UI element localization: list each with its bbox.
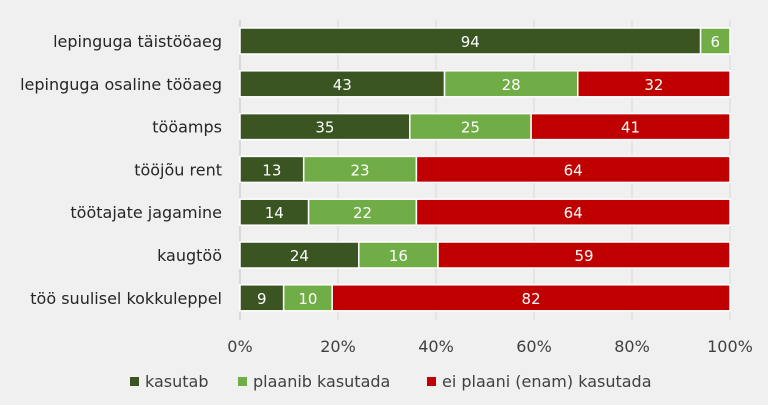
data-label: 24 [290, 247, 309, 265]
x-tick-label: 0% [227, 337, 252, 356]
legend-swatch [238, 377, 247, 386]
bar-segment [239, 70, 446, 98]
data-label: 41 [621, 119, 640, 137]
category-label: töötajate jagamine [70, 203, 222, 222]
x-tick-label: 100% [707, 337, 753, 356]
data-label: 25 [461, 119, 480, 137]
data-label: 35 [315, 119, 334, 137]
bar-segment [307, 198, 418, 226]
x-tick-label: 80% [614, 337, 650, 356]
bar-segment [239, 27, 702, 55]
legend-label: plaanib kasutada [253, 372, 390, 391]
bar-segment [443, 70, 579, 98]
data-label: 9 [257, 290, 267, 308]
category-label: lepinguga täistööaeg [53, 32, 222, 51]
x-tick-label: 40% [418, 337, 454, 356]
category-label: lepinguga osaline tööaeg [20, 75, 222, 94]
bar-segment [358, 241, 439, 269]
data-label: 64 [564, 161, 583, 179]
data-label: 43 [333, 76, 352, 94]
legend-label: kasutab [145, 372, 209, 391]
bar-segment [239, 112, 411, 141]
bar-segment [331, 284, 731, 312]
data-label: 13 [262, 161, 281, 179]
data-label: 59 [574, 247, 593, 265]
data-label: 64 [564, 204, 583, 222]
bar-segment [415, 198, 731, 226]
data-label: 94 [461, 33, 480, 51]
bar-segment [530, 112, 731, 141]
data-label: 14 [265, 204, 284, 222]
category-label: tööamps [152, 118, 222, 137]
category-label: tööjõu rent [134, 160, 222, 179]
legend-swatch [427, 377, 436, 386]
legend-swatch [130, 377, 139, 386]
data-label: 16 [389, 247, 408, 265]
data-label: 10 [298, 290, 317, 308]
category-label: kaugtöö [157, 246, 222, 265]
x-tick-label: 60% [516, 337, 552, 356]
data-label: 6 [711, 33, 721, 51]
data-label: 32 [644, 76, 663, 94]
x-tick-label: 20% [320, 337, 356, 356]
data-label: 82 [522, 290, 541, 308]
data-label: 23 [351, 161, 370, 179]
bar-segment [577, 70, 731, 98]
bar-segment [437, 241, 731, 269]
bar-segment [282, 284, 333, 312]
data-label: 28 [502, 76, 521, 94]
bar-segment [415, 155, 731, 184]
data-label: 22 [353, 204, 372, 222]
legend-label: ei plaani (enam) kasutada [442, 372, 652, 391]
bar-segment [699, 27, 731, 55]
category-label: töö suulisel kokkuleppel [30, 289, 222, 308]
